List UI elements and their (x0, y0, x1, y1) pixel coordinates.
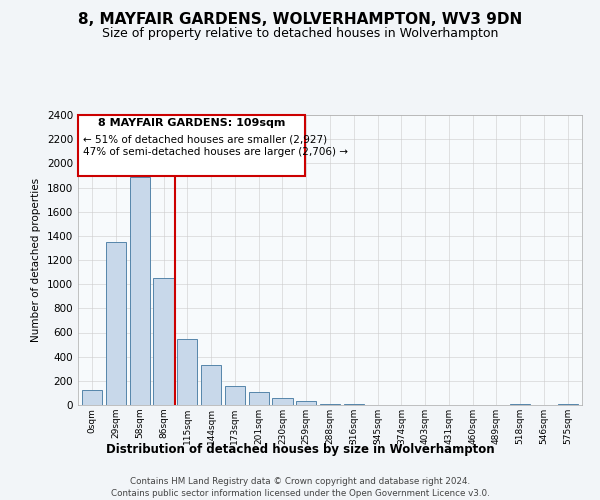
Bar (510, 404, 530, 405)
Text: 8 MAYFAIR GARDENS: 109sqm: 8 MAYFAIR GARDENS: 109sqm (98, 118, 285, 128)
Text: Contains public sector information licensed under the Open Government Licence v3: Contains public sector information licen… (110, 489, 490, 498)
Bar (225, 386, 245, 405)
Bar (82, 390, 103, 405)
Bar (248, 392, 269, 405)
Bar (272, 398, 293, 405)
Text: Contains HM Land Registry data © Crown copyright and database right 2024.: Contains HM Land Registry data © Crown c… (130, 478, 470, 486)
Bar (177, 338, 197, 405)
Bar (296, 402, 316, 405)
Text: 8, MAYFAIR GARDENS, WOLVERHAMPTON, WV3 9DN: 8, MAYFAIR GARDENS, WOLVERHAMPTON, WV3 9… (78, 12, 522, 28)
Y-axis label: Number of detached properties: Number of detached properties (31, 178, 41, 342)
Bar (557, 404, 578, 405)
Bar (130, 176, 150, 405)
Bar (344, 404, 364, 405)
Text: Size of property relative to detached houses in Wolverhampton: Size of property relative to detached ho… (102, 28, 498, 40)
Text: 47% of semi-detached houses are larger (2,706) →: 47% of semi-detached houses are larger (… (83, 148, 348, 158)
Bar (201, 364, 221, 405)
Bar (320, 404, 340, 405)
Bar (154, 278, 173, 405)
Bar (106, 242, 126, 405)
Text: ← 51% of detached houses are smaller (2,927): ← 51% of detached houses are smaller (2,… (83, 134, 327, 144)
Text: Distribution of detached houses by size in Wolverhampton: Distribution of detached houses by size … (106, 442, 494, 456)
